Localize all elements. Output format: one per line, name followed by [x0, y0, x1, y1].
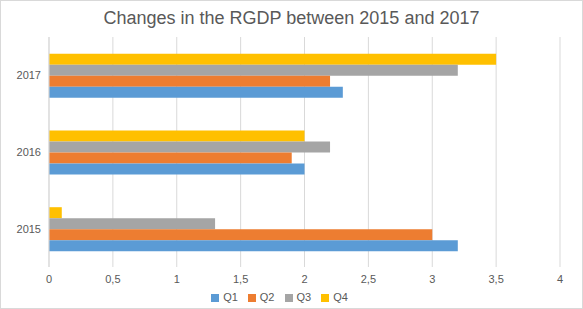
html-text:Q3: Q3 [296, 291, 312, 303]
html-text:Changes in the RGDP between 20: Changes in the RGDP between 2015 and 201… [103, 8, 480, 28]
svg-text:2017: 2017 [17, 69, 41, 81]
svg-text:3: 3 [429, 273, 435, 285]
svg-text:0,5: 0,5 [105, 273, 120, 285]
svg-text:2015: 2015 [17, 223, 41, 235]
html-text:Q2: Q2 [259, 291, 275, 303]
html-text:Q4: Q4 [333, 291, 348, 303]
svg-text:3,5: 3,5 [488, 273, 503, 285]
html-text:Q1: Q1 [223, 291, 238, 303]
svg-text:0: 0 [46, 273, 52, 285]
svg-text:2,5: 2,5 [361, 273, 376, 285]
svg-text:1,5: 1,5 [233, 273, 248, 285]
svg-text:2: 2 [301, 273, 307, 285]
svg-text:2016: 2016 [17, 146, 41, 158]
svg-text:1: 1 [174, 273, 180, 285]
svg-text:4: 4 [557, 273, 563, 285]
